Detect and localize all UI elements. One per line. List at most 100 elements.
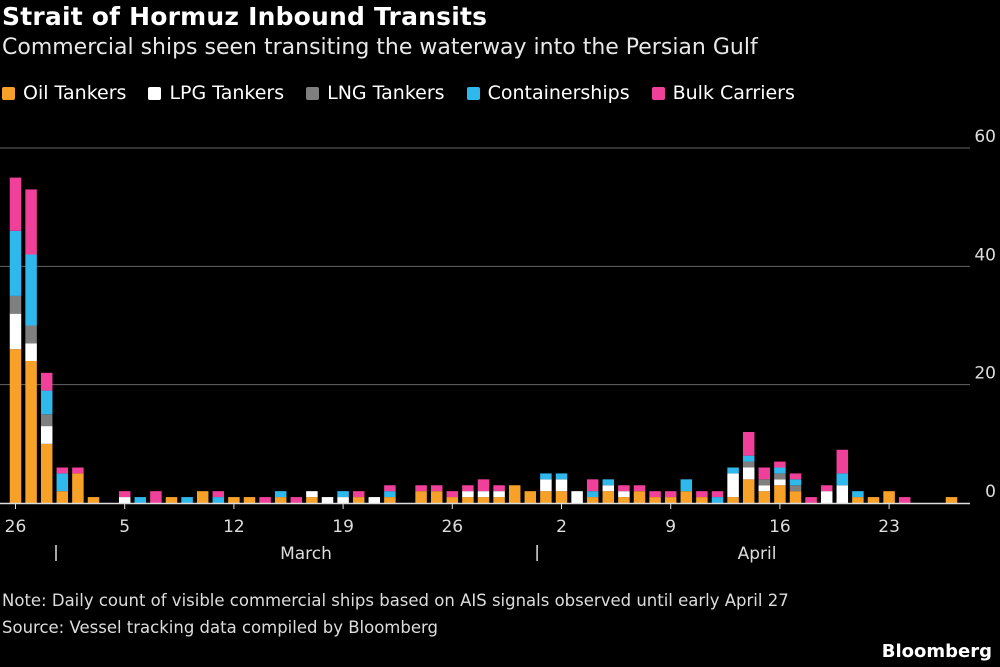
bar-segment-bulk-carriers [789,473,802,480]
bar-segment-bulk-carriers [352,491,365,498]
bar-segment-containerships [852,491,864,498]
bar-segment-lng-tankers [742,461,755,468]
bar-segment-oil-tankers [40,443,53,503]
bar-segment-oil-tankers [586,497,599,503]
bar-segment-containerships [274,491,287,498]
bar-segment-lpg-tankers [493,491,505,498]
bar-segment-bulk-carriers [40,372,53,391]
y-tick-label: 20 [974,364,996,384]
bar-segment-bulk-carriers [415,485,427,492]
chart-note: Note: Daily count of visible commercial … [2,591,789,610]
bar-segment-containerships [212,497,225,503]
legend-swatch-bulk-carriers [651,86,665,100]
bar-segment-lng-tankers [25,325,37,344]
bar-segment-bulk-carriers [150,491,162,503]
bar-segment-oil-tankers [696,497,708,503]
legend-item-lpg-tankers: LPG Tankers [148,82,284,104]
bar-segment-lpg-tankers [571,491,583,503]
bar-segment-bulk-carriers [820,485,833,492]
legend-swatch-lpg-tankers [148,86,162,100]
bar-segment-bulk-carriers [805,497,817,503]
legend-label-oil-tankers: Oil Tankers [23,82,127,104]
x-tick-label: 12 [223,517,245,537]
x-tick-label: 5 [119,517,130,537]
bar-segment-lpg-tankers [25,343,37,361]
bar-segment-bulk-carriers [696,491,708,498]
bar-segment-oil-tankers [680,491,693,503]
legend-item-containerships: Containerships [466,82,630,104]
x-tick-label: 19 [332,517,354,537]
bar-segment-containerships [337,491,349,498]
y-tick-label: 40 [974,245,996,265]
bar-segment-bulk-carriers [664,491,677,498]
chart-title: Strait of Hormuz Inbound Transits [2,2,488,31]
bar-segment-bulk-carriers [462,485,474,492]
bar-segment-bulk-carriers [477,479,490,492]
month-label: March [280,544,332,564]
legend-label-lng-tankers: LNG Tankers [327,82,445,104]
bar-segment-oil-tankers [384,497,396,503]
bar-segment-lpg-tankers [337,497,349,503]
bar-segment-containerships [40,390,53,415]
x-tick-label: 16 [769,517,791,537]
bar-segment-lpg-tankers [836,485,849,503]
bar-segment-bulk-carriers [618,485,630,492]
bar-segment-bulk-carriers [259,497,271,503]
bar-segment-oil-tankers [649,497,661,503]
bar-segment-containerships [789,479,802,486]
bar-segment-lpg-tankers [462,491,474,498]
bar-segment-oil-tankers [477,497,490,503]
bar-segment-bulk-carriers [898,497,911,503]
bar-segment-lpg-tankers [618,491,630,498]
y-tick-label: 60 [974,127,996,147]
legend-item-oil-tankers: Oil Tankers [2,82,126,104]
bar-segment-oil-tankers [540,491,552,503]
bar-segment-oil-tankers [618,497,630,503]
bar-segment-containerships [25,254,37,326]
bar-segment-oil-tankers [228,497,240,503]
bar-segment-oil-tankers [945,497,958,503]
bar-segment-bulk-carriers [446,491,459,498]
bar-segment-bulk-carriers [290,497,303,503]
bar-segment-lpg-tankers [758,485,771,492]
bar-segment-lng-tankers [774,473,786,480]
bar-segment-bulk-carriers [384,485,396,492]
bar-segment-containerships [9,230,22,296]
legend-item-lng-tankers: LNG Tankers [306,82,445,104]
bar-segment-oil-tankers [243,497,256,503]
bar-segment-oil-tankers [602,491,615,503]
legend-swatch-lng-tankers [306,86,320,100]
bar-segment-containerships [680,479,693,492]
bar-segment-oil-tankers [524,491,537,503]
bar-segment-oil-tankers [742,479,755,503]
x-tick-label: 9 [665,517,676,537]
bar-segment-bulk-carriers [118,491,131,498]
legend-label-lpg-tankers: LPG Tankers [169,82,285,104]
bar-segment-containerships [774,467,786,474]
bar-segment-oil-tankers [274,497,287,503]
bar-segment-bulk-carriers [758,467,771,480]
bar-segment-bulk-carriers [212,491,225,498]
bar-segment-oil-tankers [72,473,84,503]
bar-segment-bulk-carriers [56,467,69,474]
bar-segment-containerships [540,473,552,480]
bar-segment-containerships [742,455,755,462]
legend-swatch-containerships [466,86,480,100]
bar-segment-bulk-carriers [836,449,849,474]
y-tick-label: 0 [985,482,996,502]
bar-segment-lpg-tankers [820,491,833,503]
bar-segment-containerships [555,473,568,480]
bar-segment-bulk-carriers [633,485,646,492]
bar-segment-lpg-tankers [727,473,739,498]
legend-item-bulk-carriers: Bulk Carriers [651,82,795,104]
bar-segment-oil-tankers [446,497,459,503]
x-tick-label: 26 [5,517,27,537]
bar-segment-oil-tankers [306,497,318,503]
bar-segment-containerships [181,497,193,503]
chart-subtitle: Commercial ships seen transiting the wat… [2,35,758,60]
bar-segment-containerships [56,473,69,492]
bar-segment-bulk-carriers [711,491,724,498]
bar-segment-lpg-tankers [321,497,334,503]
bar-segment-bulk-carriers [493,485,505,492]
chart-source: Source: Vessel tracking data compiled by… [2,618,438,637]
